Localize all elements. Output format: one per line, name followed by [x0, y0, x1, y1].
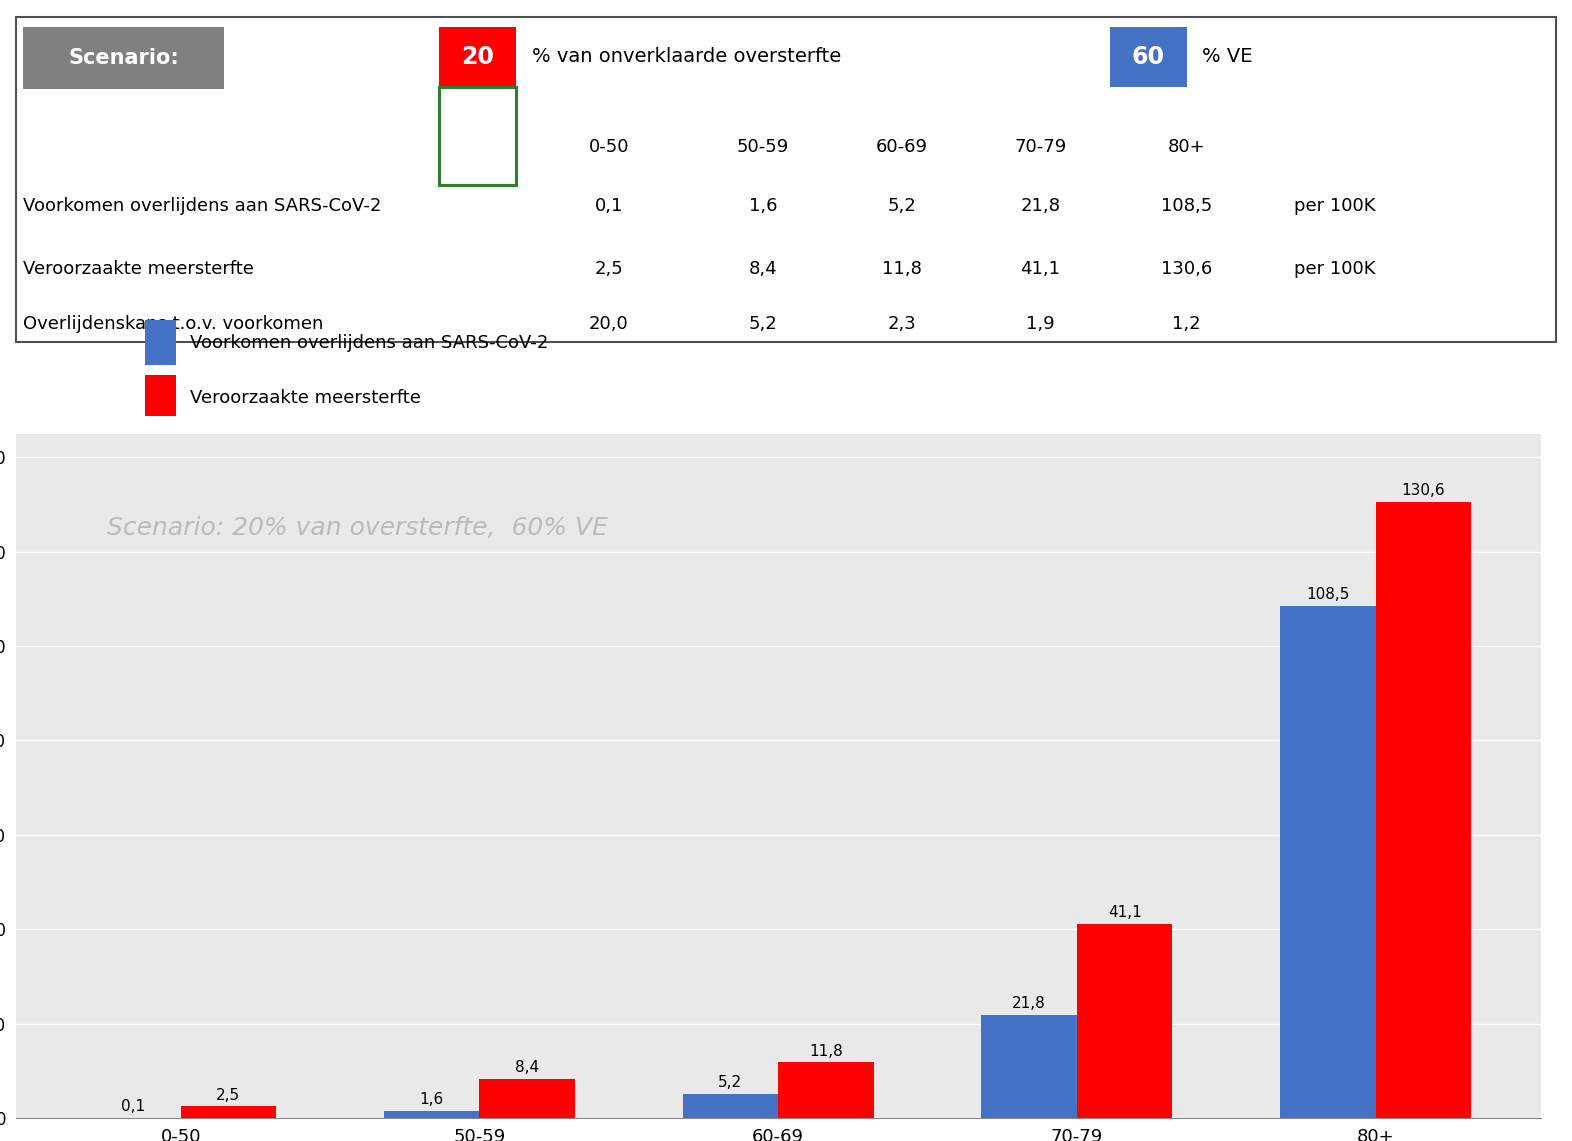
Text: 11,8: 11,8	[810, 1044, 843, 1059]
FancyBboxPatch shape	[1110, 27, 1187, 87]
Bar	[1376, 502, 1471, 1118]
Text: Veroorzaakte meersterfte: Veroorzaakte meersterfte	[24, 260, 255, 278]
FancyBboxPatch shape	[16, 17, 1556, 342]
Text: 130,6: 130,6	[1160, 260, 1212, 278]
Bar	[181, 1107, 277, 1118]
Text: 108,5: 108,5	[1160, 196, 1212, 215]
Text: 1,6: 1,6	[748, 196, 777, 215]
Text: % van onverklaarde oversterfte: % van onverklaarde oversterfte	[531, 48, 841, 66]
Text: 11,8: 11,8	[882, 260, 921, 278]
Text: 0,1: 0,1	[594, 196, 623, 215]
Text: 2,5: 2,5	[594, 260, 623, 278]
Text: 5,2: 5,2	[748, 315, 777, 333]
FancyBboxPatch shape	[145, 375, 176, 421]
FancyBboxPatch shape	[440, 87, 517, 185]
Bar	[1077, 924, 1173, 1118]
Bar	[384, 1110, 479, 1118]
Text: % VE: % VE	[1203, 48, 1253, 66]
Text: Scenario:: Scenario:	[68, 48, 179, 67]
Text: 60-69: 60-69	[876, 138, 927, 156]
Bar	[479, 1078, 575, 1118]
FancyBboxPatch shape	[440, 27, 517, 87]
Text: 60: 60	[1132, 44, 1165, 68]
Text: per 100K: per 100K	[1294, 260, 1376, 278]
Text: 5,2: 5,2	[718, 1075, 742, 1090]
Text: 2,3: 2,3	[887, 315, 916, 333]
Text: 1,6: 1,6	[420, 1092, 443, 1107]
Bar	[778, 1062, 874, 1118]
Text: 21,8: 21,8	[1012, 996, 1045, 1011]
Text: 130,6: 130,6	[1402, 483, 1445, 497]
Text: 20,0: 20,0	[590, 315, 629, 333]
Text: Voorkomen overlijdens aan SARS-CoV-2: Voorkomen overlijdens aan SARS-CoV-2	[190, 333, 549, 351]
Text: 41,1: 41,1	[1108, 905, 1141, 921]
Bar	[981, 1015, 1077, 1118]
Text: 108,5: 108,5	[1306, 588, 1349, 602]
Text: per 100K: per 100K	[1294, 196, 1376, 215]
Text: Overlijdenskans t.o.v. voorkomen: Overlijdenskans t.o.v. voorkomen	[24, 315, 324, 333]
Text: 5,2: 5,2	[887, 196, 916, 215]
Text: 2,5: 2,5	[217, 1087, 241, 1102]
Text: 8,4: 8,4	[516, 1060, 539, 1075]
Text: 0,1: 0,1	[121, 1099, 145, 1114]
Text: 80+: 80+	[1168, 138, 1206, 156]
Text: 1,2: 1,2	[1173, 315, 1201, 333]
Text: 0-50: 0-50	[588, 138, 629, 156]
Text: 41,1: 41,1	[1020, 260, 1060, 278]
FancyBboxPatch shape	[145, 319, 176, 365]
Text: 1,9: 1,9	[1027, 315, 1055, 333]
Text: 8,4: 8,4	[748, 260, 777, 278]
Text: 21,8: 21,8	[1020, 196, 1060, 215]
Text: Veroorzaakte meersterfte: Veroorzaakte meersterfte	[190, 389, 421, 407]
FancyBboxPatch shape	[24, 27, 223, 89]
Text: Voorkomen overlijdens aan SARS-CoV-2: Voorkomen overlijdens aan SARS-CoV-2	[24, 196, 382, 215]
Text: 70-79: 70-79	[1014, 138, 1066, 156]
Text: 20: 20	[462, 44, 494, 68]
Bar	[1280, 606, 1376, 1118]
Bar	[682, 1093, 778, 1118]
Text: Scenario: 20% van oversterfte,  60% VE: Scenario: 20% van oversterfte, 60% VE	[107, 516, 608, 540]
Text: 50-59: 50-59	[737, 138, 789, 156]
